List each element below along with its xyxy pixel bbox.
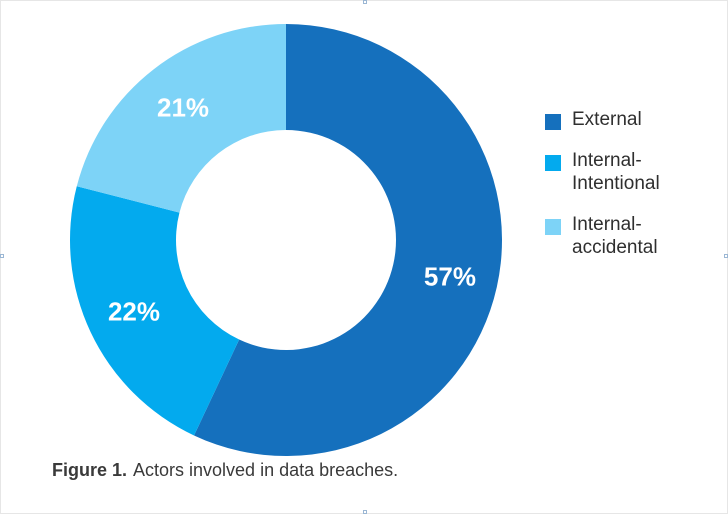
legend-item-internal-accidental: Internal- accidental (545, 213, 715, 259)
legend-item-internal-intentional: Internal- Intentional (545, 149, 715, 195)
legend-swatch-external (545, 114, 561, 130)
caption-text: Actors involved in data breaches. (133, 460, 399, 480)
legend-label-external: External (572, 109, 642, 130)
legend-label-internal-accidental: Internal- accidental (572, 214, 658, 258)
slice-label-internal-accidental: 21% (157, 92, 209, 122)
slice-internal-intentional (70, 186, 240, 436)
slice-internal-accidental (76, 24, 286, 213)
chart-legend: External Internal- Intentional Internal-… (545, 108, 715, 277)
caption-prefix: Figure 1. (52, 460, 128, 480)
legend-swatch-internal-accidental (545, 219, 561, 235)
figure-caption: Figure 1. Actors involved in data breache… (52, 460, 398, 481)
legend-swatch-internal-intentional (545, 155, 561, 171)
legend-label-internal-intentional: Internal- Intentional (572, 150, 660, 194)
slice-label-external: 57% (424, 262, 476, 292)
slice-label-internal-intentional: 22% (108, 297, 160, 327)
crop-mark-left (0, 254, 4, 258)
crop-mark-top (363, 0, 367, 4)
legend-item-external: External (545, 108, 715, 131)
slice-external (194, 24, 502, 457)
